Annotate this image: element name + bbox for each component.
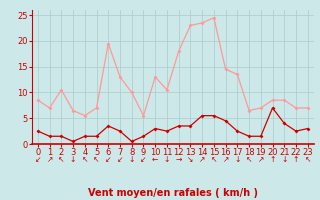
Text: ↖: ↖ [82, 155, 88, 164]
Text: ↑: ↑ [293, 155, 299, 164]
Text: ↙: ↙ [35, 155, 41, 164]
Text: ↙: ↙ [140, 155, 147, 164]
Text: ↓: ↓ [281, 155, 287, 164]
Text: ↖: ↖ [211, 155, 217, 164]
Text: ↙: ↙ [105, 155, 111, 164]
Text: ↖: ↖ [58, 155, 65, 164]
Text: ↗: ↗ [258, 155, 264, 164]
Text: ↓: ↓ [70, 155, 76, 164]
Text: ↙: ↙ [117, 155, 123, 164]
Text: ↗: ↗ [46, 155, 53, 164]
Text: ↓: ↓ [164, 155, 170, 164]
Text: ↑: ↑ [269, 155, 276, 164]
Text: ↓: ↓ [129, 155, 135, 164]
Text: ↖: ↖ [93, 155, 100, 164]
Text: Vent moyen/en rafales ( km/h ): Vent moyen/en rafales ( km/h ) [88, 188, 258, 198]
Text: ↖: ↖ [305, 155, 311, 164]
Text: ↗: ↗ [199, 155, 205, 164]
Text: ↗: ↗ [222, 155, 229, 164]
Text: ←: ← [152, 155, 158, 164]
Text: ↖: ↖ [246, 155, 252, 164]
Text: →: → [175, 155, 182, 164]
Text: ↘: ↘ [187, 155, 194, 164]
Text: ↓: ↓ [234, 155, 241, 164]
